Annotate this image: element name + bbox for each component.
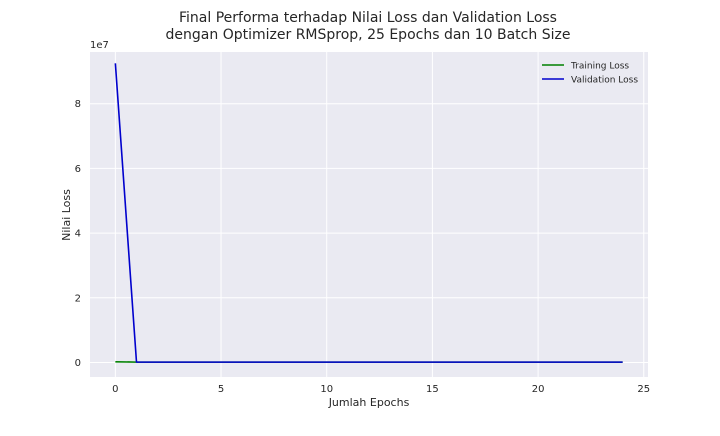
plot-area <box>90 52 648 377</box>
x-tick-label: 15 <box>426 384 439 395</box>
x-tick-label: 25 <box>637 384 650 395</box>
chart-title-line-2: dengan Optimizer RMSprop, 25 Epochs dan … <box>166 27 571 43</box>
legend-label-0: Training Loss <box>570 62 629 72</box>
x-tick-label: 5 <box>218 384 224 395</box>
x-tick-label: 10 <box>320 384 333 395</box>
x-tick-label: 20 <box>532 384 545 395</box>
y-tick-label: 6 <box>75 164 81 175</box>
x-axis-ticks: 0 5 10 15 20 25 <box>112 384 650 395</box>
y-axis-offset-label: 1e7 <box>90 40 109 51</box>
y-tick-label: 0 <box>75 358 81 369</box>
y-tick-label: 2 <box>75 293 81 304</box>
x-tick-label: 0 <box>112 384 118 395</box>
x-axis-label: Jumlah Epochs <box>328 396 410 409</box>
chart-title-line-1: Final Performa terhadap Nilai Loss dan V… <box>179 10 557 26</box>
y-axis-ticks: 0 2 4 6 8 <box>75 99 81 369</box>
legend-label-1: Validation Loss <box>571 76 638 86</box>
y-axis-label: Nilai Loss <box>60 189 73 241</box>
y-tick-label: 4 <box>75 229 81 240</box>
y-tick-label: 8 <box>75 99 81 110</box>
